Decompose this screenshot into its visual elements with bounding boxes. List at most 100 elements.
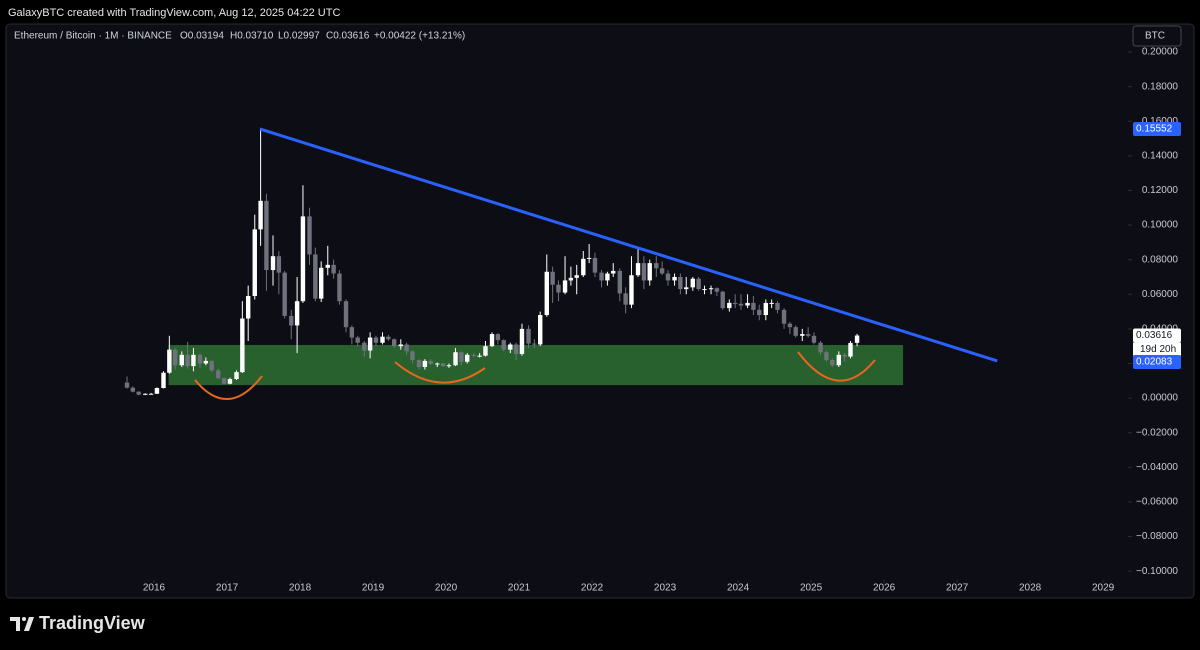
brand-logo <box>10 617 34 631</box>
candle-body <box>592 257 598 273</box>
last-price-label: 0.03616 <box>1136 330 1173 341</box>
candle-body <box>422 360 428 367</box>
candle-body <box>696 278 701 290</box>
level-price-label: 0.02083 <box>1136 357 1173 368</box>
y-tick-label: −0.02000 <box>1136 427 1178 438</box>
candle-body <box>398 344 403 347</box>
candle-body <box>824 352 829 361</box>
annotation-arc <box>394 361 486 384</box>
candle-body <box>842 354 847 357</box>
candle-body <box>471 354 476 356</box>
candle-body <box>300 216 306 302</box>
candle-body <box>446 365 452 367</box>
candle-body <box>738 303 744 306</box>
legend-symbol: Ethereum / Bitcoin · 1M · BINANCE <box>14 31 172 42</box>
candle-body <box>611 270 616 274</box>
candle-body <box>416 360 422 367</box>
x-tick-label: 2024 <box>727 583 750 594</box>
y-tick-label: −0.10000 <box>1136 566 1178 577</box>
candle-body <box>435 363 440 365</box>
x-tick-label: 2018 <box>289 583 312 594</box>
candle-body <box>659 268 665 274</box>
candle-body <box>392 339 397 347</box>
y-tick-label: 0.20000 <box>1142 47 1179 58</box>
candle-body <box>495 334 501 341</box>
candle-body <box>793 327 798 336</box>
candle-body <box>757 309 762 316</box>
candle-body <box>562 280 568 293</box>
candle-body <box>629 275 634 305</box>
candle-body <box>763 302 769 316</box>
candle-body <box>854 335 860 343</box>
candle-body <box>672 276 677 281</box>
candle-body <box>775 302 780 310</box>
x-tick-label: 2027 <box>946 583 969 594</box>
x-tick-label: 2026 <box>873 583 896 594</box>
legend-open: O0.03194 <box>180 31 224 42</box>
candle-body <box>179 354 184 366</box>
candle-body <box>605 273 610 281</box>
candle-body <box>532 343 537 345</box>
y-tick-label: −0.04000 <box>1136 462 1178 473</box>
candle-body <box>538 315 543 345</box>
candle-body <box>623 293 628 305</box>
candle-body <box>161 372 166 389</box>
y-tick-label: 0.08000 <box>1142 254 1179 265</box>
y-tick-label: 0.00000 <box>1142 393 1179 404</box>
candle-body <box>209 360 214 371</box>
x-tick-label: 2022 <box>581 583 604 594</box>
y-tick-label: 0.06000 <box>1142 289 1179 300</box>
candle-body <box>270 256 276 271</box>
candle-body <box>617 270 622 294</box>
candle-body <box>234 372 239 380</box>
x-tick-label: 2025 <box>800 583 823 594</box>
candle-body <box>325 264 330 268</box>
candle-body <box>252 229 257 297</box>
candle-body <box>586 257 592 259</box>
currency[interactable]: BTC <box>1145 31 1165 42</box>
candle-body <box>289 315 294 326</box>
candle-body <box>337 273 342 302</box>
candle-body <box>599 272 604 281</box>
candle-body <box>172 349 178 366</box>
countdown-box <box>1133 342 1181 356</box>
legend-high: H0.03710 <box>230 31 274 42</box>
candle-body <box>800 334 805 336</box>
candle-body <box>343 301 349 328</box>
candle-body <box>143 393 148 395</box>
candle-body <box>574 275 579 278</box>
y-tick-label: −0.08000 <box>1136 531 1178 542</box>
candle-body <box>313 254 318 299</box>
y-tick-label: −0.06000 <box>1136 497 1178 508</box>
legend-low: L0.02997 <box>278 31 320 42</box>
candle-body <box>556 284 561 293</box>
candle-body <box>440 363 446 367</box>
candle-body <box>581 258 586 276</box>
legend-close: C0.03616 <box>326 31 370 42</box>
candle-body <box>191 354 196 367</box>
candle-body <box>568 277 574 281</box>
candle-body <box>459 352 464 362</box>
candle-body <box>203 360 209 364</box>
candle-body <box>702 289 707 291</box>
candle-body <box>654 263 659 269</box>
candle-body <box>818 342 823 353</box>
candle-body <box>148 393 154 395</box>
credit: GalaxyBTC created with TradingView.com, … <box>8 7 340 19</box>
candle-body <box>805 334 811 336</box>
candle-body <box>732 302 738 304</box>
y-tick-label: 0.10000 <box>1142 220 1179 231</box>
candle-body <box>197 354 203 364</box>
candle-body <box>811 335 817 343</box>
candle-body <box>714 288 720 292</box>
legend-change: +0.00422 (+13.21%) <box>374 31 465 42</box>
support-zone <box>168 344 904 386</box>
chart-pane <box>5 23 1195 599</box>
candle-body <box>404 344 409 352</box>
candle-body <box>307 216 312 255</box>
currency-button[interactable] <box>1132 25 1182 47</box>
y-tick-label: 0.14000 <box>1142 150 1179 161</box>
candle-body <box>167 349 172 373</box>
candle-body <box>373 337 379 343</box>
